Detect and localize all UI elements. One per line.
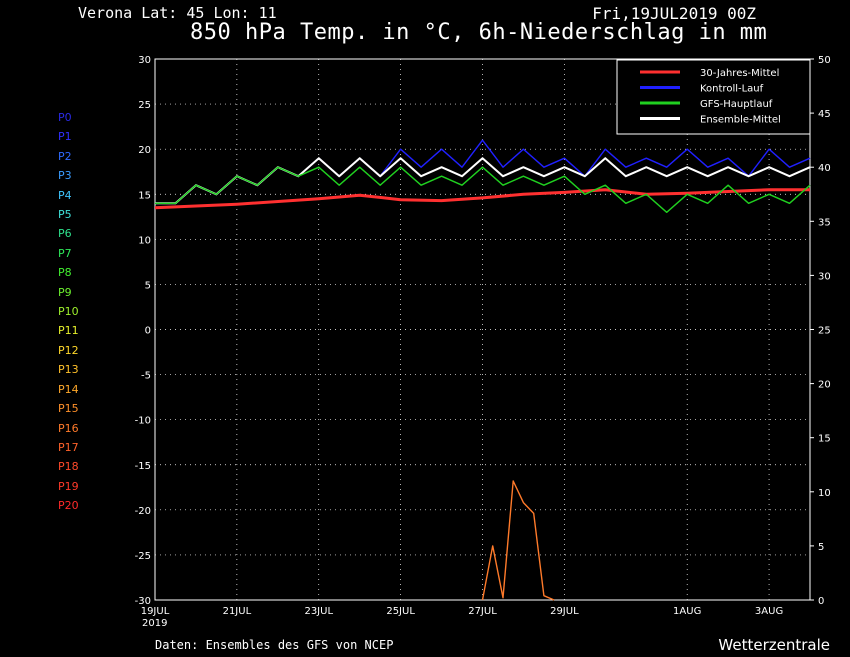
series-line xyxy=(154,188,810,210)
member-label: P16 xyxy=(58,421,79,435)
y-right-tick-label: 0 xyxy=(818,596,824,607)
y-left-tick-label: -5 xyxy=(141,371,151,382)
member-label: P19 xyxy=(58,479,79,493)
member-label: P15 xyxy=(58,402,79,416)
series-layer xyxy=(154,139,811,601)
data-source-label: Daten: Ensembles des GFS von NCEP xyxy=(155,638,394,652)
y-right-tick-label: 5 xyxy=(818,542,824,553)
x-axis: 19JUL2019 21JUL 23JUL 25JUL 27JUL 29JUL 1AUG 3A… xyxy=(141,606,783,629)
member-label: P9 xyxy=(58,285,72,299)
member-label: P12 xyxy=(58,343,79,357)
y-left-tick-label: -10 xyxy=(135,416,151,427)
gridlines xyxy=(154,58,810,601)
y-left-tick-label: -15 xyxy=(135,461,151,472)
y-right-tick-label: 10 xyxy=(818,488,831,499)
y-left-tick-label: 5 xyxy=(145,280,151,291)
y-left-tick-label: 10 xyxy=(138,235,151,246)
x-tick-label: 19JUL xyxy=(141,606,170,617)
x-tick-label: 21JUL xyxy=(223,606,252,617)
member-label: P6 xyxy=(58,227,72,241)
member-label: P5 xyxy=(58,208,72,222)
member-label: P17 xyxy=(58,440,79,454)
member-label: P0 xyxy=(58,111,72,124)
y-right-tick-label: 25 xyxy=(818,326,831,337)
y-right-tick-label: 40 xyxy=(818,163,831,174)
legend-label: Kontroll-Lauf xyxy=(700,84,764,95)
chart-title: 850 hPa Temp. in °C, 6h-Niederschlag in … xyxy=(190,20,768,45)
x-tick-label: 3AUG xyxy=(755,606,783,617)
member-label: P4 xyxy=(58,188,72,202)
y-left-tick-label: 30 xyxy=(138,55,151,66)
legend: 30-Jahres-Mittel Kontroll-Lauf GFS-Hauptla… xyxy=(616,59,811,135)
member-label: P20 xyxy=(58,499,79,513)
y-left-tick-label: -30 xyxy=(135,596,151,607)
run-timestamp: Fri,19JUL2019 00Z xyxy=(592,4,756,23)
y-left-tick-label: 20 xyxy=(138,145,151,156)
y-right-tick-label: 50 xyxy=(818,55,831,66)
member-label: P18 xyxy=(58,460,79,474)
series-line xyxy=(155,166,811,214)
member-label: P3 xyxy=(58,169,72,183)
member-list: P0 P1 P2 P3 P4 P5 P6 P7 P8 P9 P10 P11 P12 P13 P14 P15 P1… xyxy=(58,108,118,516)
y-left-tick-label: 0 xyxy=(145,326,151,337)
y-right-tick-label: 20 xyxy=(818,380,831,391)
x-tick-sublabel: 2019 xyxy=(142,618,167,629)
legend-label: Ensemble-Mittel xyxy=(700,115,781,126)
member-label: P14 xyxy=(58,382,79,396)
x-tick-label: 1AUG xyxy=(673,606,701,617)
member-label: P11 xyxy=(58,324,79,338)
member-label: P2 xyxy=(58,149,72,163)
member-label: P10 xyxy=(58,305,79,319)
member-label: P7 xyxy=(58,246,72,260)
y-left-tick-label: 25 xyxy=(138,100,151,111)
y-left-tick-label: -20 xyxy=(135,506,151,517)
y-right-tick-label: 45 xyxy=(818,109,831,120)
y-right-tick-label: 35 xyxy=(818,217,831,228)
y-right-tick-label: 30 xyxy=(818,271,831,282)
series-line xyxy=(481,480,555,601)
y-left-tick-label: -25 xyxy=(135,551,151,562)
y-left-tick-label: 15 xyxy=(138,190,151,201)
x-tick-label: 23JUL xyxy=(304,606,333,617)
station-label: Verona Lat: 45 Lon: 11 xyxy=(78,4,277,22)
x-tick-label: 25JUL xyxy=(386,606,415,617)
x-tick-label: 27JUL xyxy=(468,606,497,617)
brand-label: Wetterzentrale xyxy=(718,636,830,654)
x-tick-label: 29JUL xyxy=(550,606,579,617)
y-axis-left: 30 25 20 15 10 5 0 -5 -10 -15 -20 -25 -30 xyxy=(135,55,151,607)
member-label: P13 xyxy=(58,363,79,377)
legend-label: 30-Jahres-Mittel xyxy=(700,68,779,79)
y-right-tick-label: 15 xyxy=(818,434,831,445)
member-label: P8 xyxy=(58,266,72,280)
legend-label: GFS-Hauptlauf xyxy=(700,99,773,110)
member-label: P1 xyxy=(58,130,72,144)
